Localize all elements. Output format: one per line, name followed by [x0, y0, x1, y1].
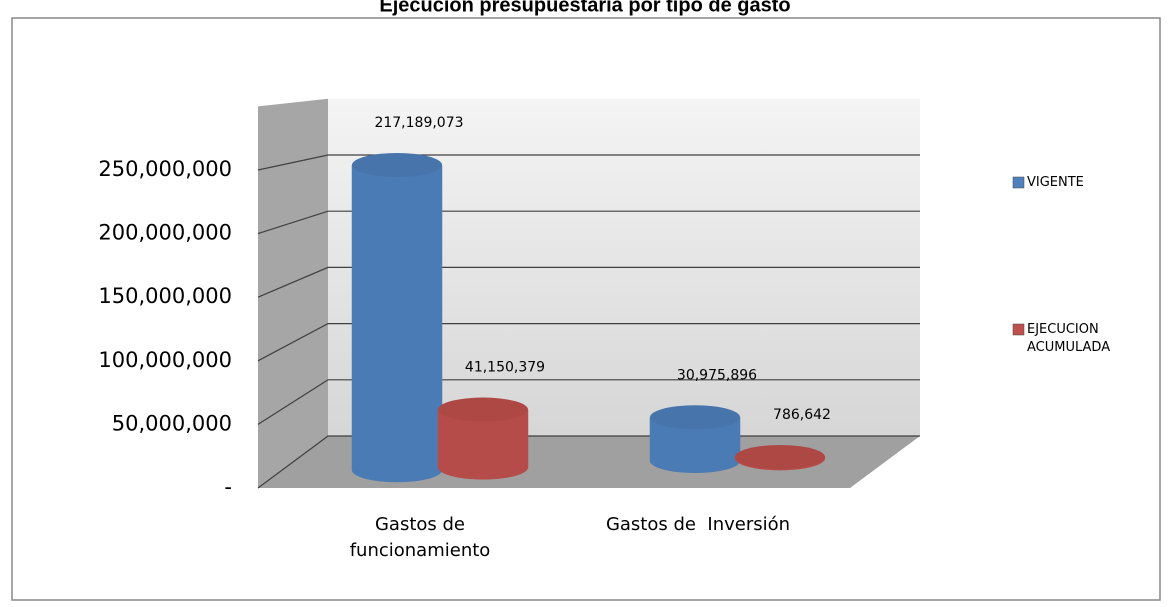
- bar-body: [351, 164, 443, 483]
- bar: [351, 153, 443, 483]
- chart-title: Ejecución presupuestaria por tipo de gas…: [379, 0, 790, 16]
- bar-top: [735, 445, 825, 470]
- bar-body: [437, 409, 529, 480]
- x-tick-label: Gastos de funcionamiento: [349, 514, 491, 561]
- y-tick-label: 250,000,000: [98, 157, 232, 181]
- legend-swatch: [1012, 323, 1025, 336]
- y-tick-label: 150,000,000: [98, 284, 232, 308]
- y-tick-label: 200,000,000: [98, 221, 232, 245]
- grid-line: [257, 154, 920, 171]
- y-tick-label: -: [224, 475, 232, 499]
- bar-top: [438, 397, 528, 422]
- bar: [734, 445, 826, 471]
- grid-line: [257, 210, 920, 235]
- y-tick-label: 100,000,000: [98, 348, 232, 372]
- x-tick-label: Gastos de Inversión: [605, 514, 791, 535]
- bar: [649, 405, 741, 474]
- data-label: 217,189,073: [374, 115, 463, 131]
- data-label: 30,975,896: [677, 367, 757, 383]
- bar-top: [650, 405, 740, 430]
- bar-body: [649, 417, 741, 474]
- legend-label: EJECUCION ACUMULADA: [1027, 322, 1111, 355]
- bar: [437, 397, 529, 480]
- data-label: 41,150,379: [465, 360, 545, 376]
- grid-line: [257, 323, 920, 362]
- bar-top: [352, 153, 442, 177]
- legend-label: VIGENTE: [1027, 175, 1084, 190]
- legend-swatch: [1012, 176, 1025, 189]
- data-label: 786,642: [773, 407, 831, 423]
- grid-line: [257, 266, 920, 298]
- y-tick-label: 50,000,000: [112, 411, 232, 435]
- grid-line: [257, 379, 920, 425]
